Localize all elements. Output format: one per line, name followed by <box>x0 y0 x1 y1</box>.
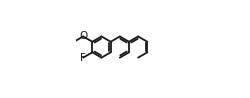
Text: F: F <box>80 53 86 63</box>
Text: O: O <box>79 31 88 41</box>
